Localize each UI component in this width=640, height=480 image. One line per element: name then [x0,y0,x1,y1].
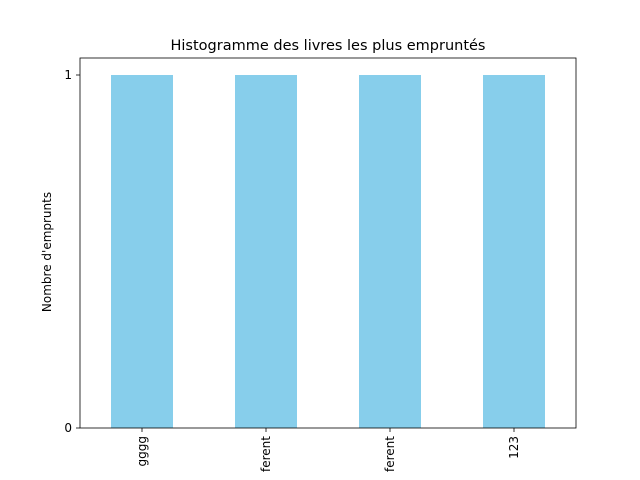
chart-title: Histogramme des livres les plus emprunté… [171,38,486,54]
bar-3 [483,75,545,428]
axes-group [79,57,577,429]
plot-frame [79,57,577,429]
y-axis-label: Nombre d'emprunts [40,192,54,312]
y-tick-label-1: 1 [64,68,72,82]
bar-0 [111,75,173,428]
ticks-group: gggg ferent ferent 123 0 1 [64,68,521,472]
bars-group [111,75,545,428]
x-tick-label-0: gggg [135,436,149,466]
bar-1 [235,75,297,428]
x-tick-label-3: 123 [507,436,521,459]
bar-2 [359,75,421,428]
x-tick-label-1: ferent [259,436,273,472]
x-tick-label-2: ferent [383,436,397,472]
y-tick-label-0: 0 [64,421,72,435]
